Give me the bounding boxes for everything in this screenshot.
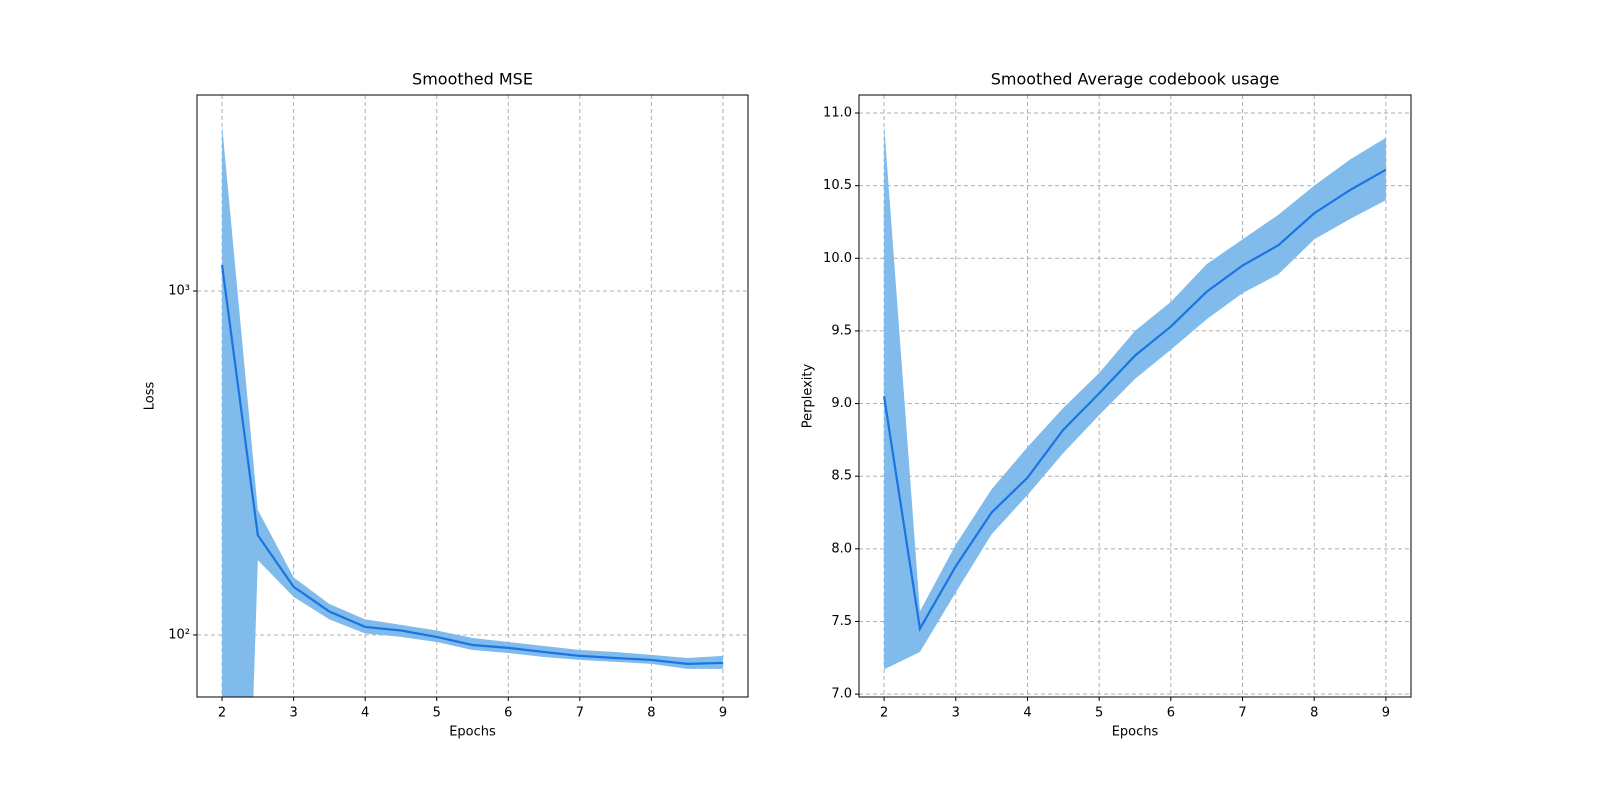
y-axis-label: Loss: [143, 382, 158, 411]
x-tick-label: 8: [647, 706, 655, 721]
subplot: 2 3 4 5 6 7 8 9 7.0 7.5 8.0 8.5 9.0 9.5 10.0 10.5 11.0 Sm…: [801, 70, 1412, 740]
y-tick-label: 7.0: [831, 687, 852, 702]
plot-frame: [858, 94, 1412, 698]
x-tick-label: 5: [1095, 706, 1103, 721]
y-tick-label: 10³: [168, 284, 190, 299]
x-tick-label: 3: [289, 706, 297, 721]
x-tick-label: 5: [433, 706, 441, 721]
x-tick-label: 6: [1167, 706, 1175, 721]
x-tick-label: 8: [1310, 706, 1318, 721]
y-tick-label: 10.5: [823, 178, 852, 193]
confidence-band: [884, 124, 1386, 670]
y-tick-label: 8.0: [831, 541, 852, 556]
x-tick-label: 7: [576, 706, 584, 721]
y-axis-label: Perplexity: [801, 363, 816, 428]
x-tick-label: 2: [218, 706, 226, 721]
x-tick-label: 3: [952, 706, 960, 721]
y-tick-label: 9.0: [831, 396, 852, 411]
plot-area: [883, 124, 1387, 670]
y-tick-label: 10²: [168, 627, 190, 642]
x-tick-label: 6: [504, 706, 512, 721]
x-axis-label: Epochs: [449, 725, 496, 740]
line: [883, 168, 1387, 632]
line: [220, 264, 723, 665]
y-tick-label: 8.5: [831, 469, 852, 484]
x-tick-label: 4: [1023, 706, 1031, 721]
x-tick-label: 9: [719, 706, 727, 721]
y-tick-label: 11.0: [823, 106, 852, 121]
x-axis-label: Epochs: [1112, 725, 1159, 740]
y-tick-label: 10.0: [823, 251, 852, 266]
plot-frame: [196, 94, 749, 698]
plot-area: [220, 124, 723, 697]
plot-background: [197, 95, 748, 697]
y-tick-label: 9.5: [831, 323, 852, 338]
chart-title: Smoothed Average codebook usage: [991, 70, 1280, 89]
subplot: 2 3 4 5 6 7 8 9 10² 10³ Smoothed MSE Epochs Loss: [143, 70, 749, 740]
chart-title: Smoothed MSE: [412, 70, 533, 89]
x-tick-label: 2: [880, 706, 888, 721]
y-tick-label: 7.5: [831, 614, 852, 629]
x-tick-label: 7: [1238, 706, 1246, 721]
x-tick-label: 9: [1382, 706, 1390, 721]
x-tick-label: 4: [361, 706, 369, 721]
